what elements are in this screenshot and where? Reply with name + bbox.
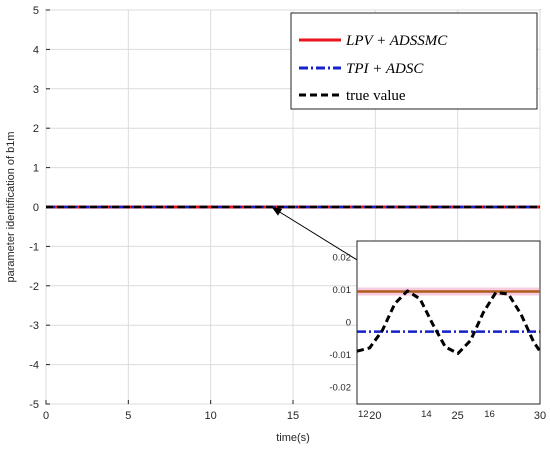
arrow-head [271,207,283,216]
legend-label-lpv-adssmc: LPV + ADSSMC [345,33,448,49]
y-tick-label: 2 [33,123,39,135]
inset-plot-area [356,240,541,405]
legend-label-tpi-adsc: TPI + ADSC [346,61,424,77]
y-tick-label: -1 [29,241,39,253]
inset-x-tick-label: 16 [484,409,495,420]
inset-x-tick-label: 14 [421,409,432,420]
inset-y-tick-label: -0.01 [329,350,351,361]
x-tick-label: 20 [369,410,381,422]
inset-series-line-true-value [356,289,542,355]
inset-y-tick-label: 0 [346,318,351,329]
x-tick-label: 15 [287,410,299,422]
y-tick-label: 0 [33,202,39,214]
inset-y-tick-label: -0.02 [329,383,351,394]
y-tick-label: -4 [29,360,39,372]
x-tick-label: 25 [452,410,464,422]
x-tick-label: 30 [534,410,546,422]
y-tick-label: 4 [33,44,39,56]
inset-series [356,287,542,355]
inset-tick-labels: 12 14 16 -0.02 -0.01 0 0.01 0.02 [329,252,494,420]
y-tick-label: 3 [33,84,39,96]
inset-y-tick-label: 0.01 [333,285,352,296]
inset-y-tick-label: 0.02 [333,252,352,263]
x-tick-label: 0 [43,410,49,422]
y-tick-label: -2 [29,281,39,293]
y-tick-label: -3 [29,320,39,332]
legend-label-true-value: true value [346,88,406,104]
x-tick-label: 10 [205,410,217,422]
legend: LPV + ADSSMC TPI + ADSC true value [290,12,538,110]
y-axis-label: parameter identification of b1m [5,131,17,282]
x-axis-label: time(s) [276,432,310,444]
legend-box [290,12,538,110]
y-tick-label: 5 [33,5,39,17]
y-tick-label: 1 [33,163,39,175]
inset-x-tick-label: 12 [358,409,369,420]
y-tick-label: -5 [29,399,39,411]
x-tick-label: 5 [125,410,131,422]
